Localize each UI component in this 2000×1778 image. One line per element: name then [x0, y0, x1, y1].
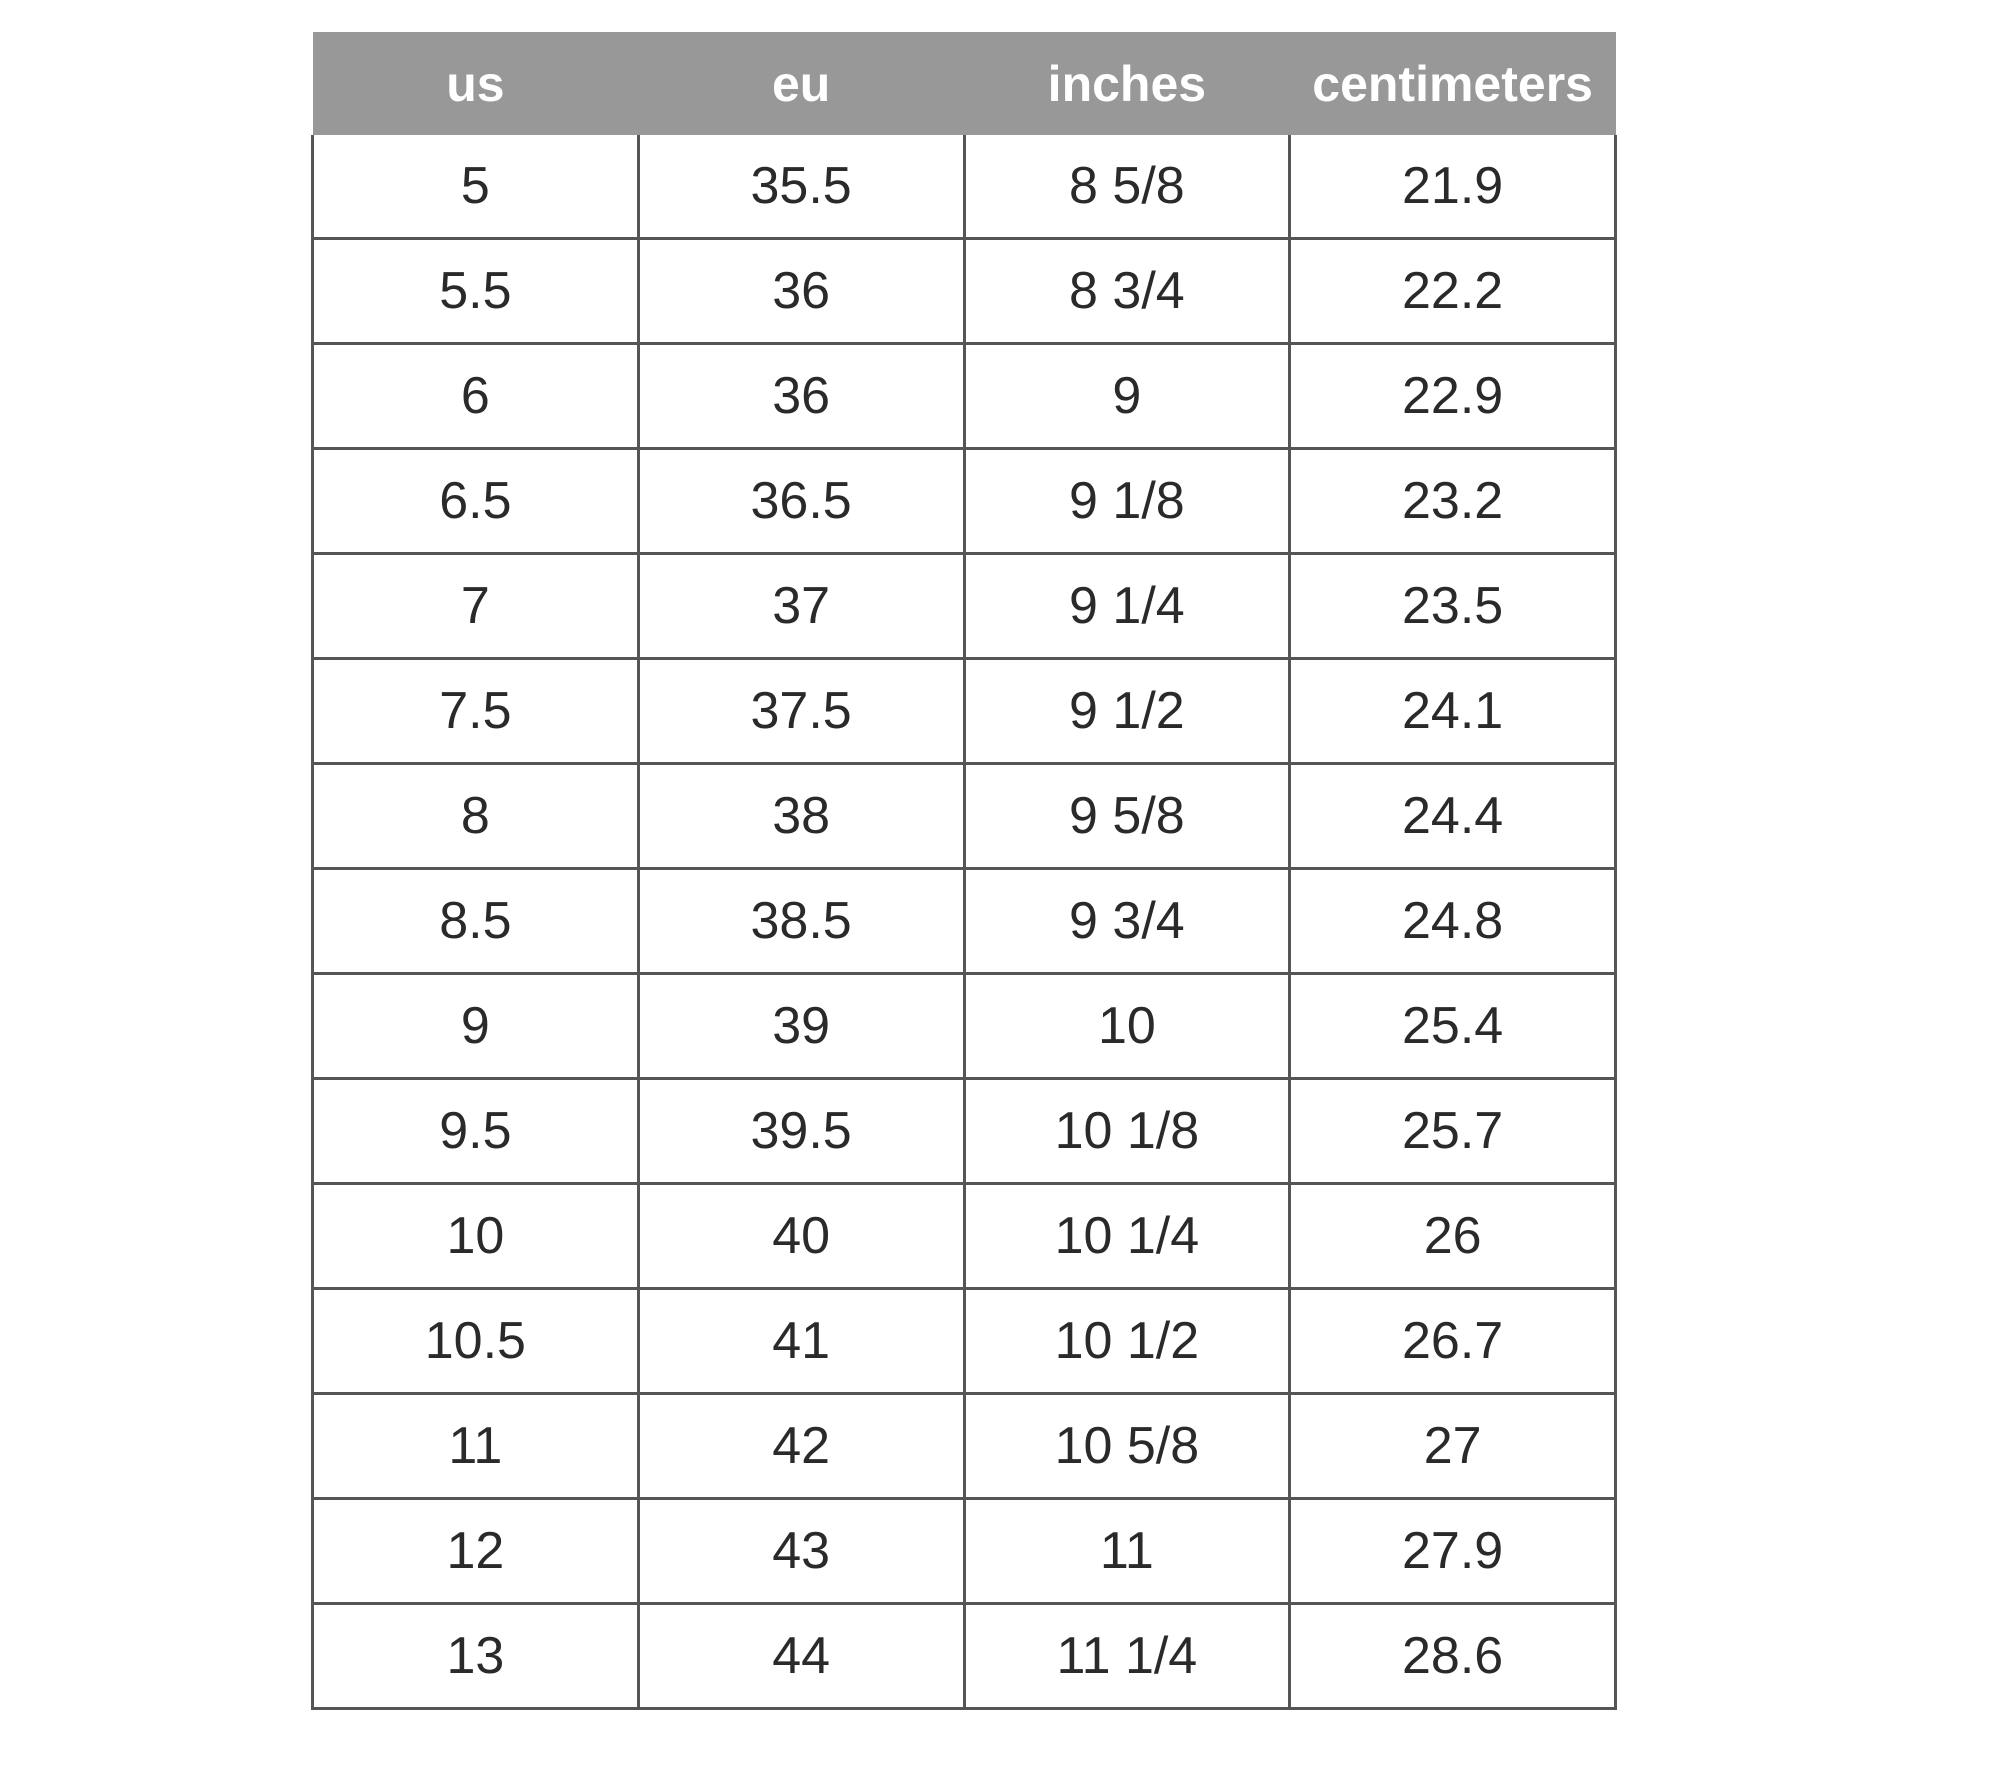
- cell-us: 13: [311, 1602, 640, 1710]
- cell-us: 12: [311, 1497, 640, 1605]
- cell-centimeters: 23.2: [1288, 447, 1617, 555]
- cell-inches: 9 1/2: [962, 657, 1292, 765]
- header-inches: inches: [964, 32, 1290, 135]
- header-us: us: [312, 32, 639, 135]
- cell-centimeters: 26: [1288, 1182, 1617, 1290]
- cell-eu: 38: [636, 762, 966, 870]
- cell-centimeters: 22.2: [1288, 237, 1617, 345]
- cell-centimeters: 25.7: [1288, 1077, 1617, 1185]
- cell-inches: 10 1/2: [962, 1287, 1292, 1395]
- cell-eu: 41: [636, 1287, 966, 1395]
- cell-us: 9: [311, 972, 640, 1080]
- table-row: 9 39 10 25.4: [311, 972, 1617, 1080]
- cell-centimeters: 28.6: [1288, 1602, 1617, 1710]
- cell-us: 5.5: [311, 237, 640, 345]
- cell-inches: 10 1/8: [962, 1077, 1292, 1185]
- cell-us: 8.5: [311, 867, 640, 975]
- table-row: 5.5 36 8 3/4 22.2: [311, 237, 1617, 345]
- cell-us: 6: [311, 342, 640, 450]
- cell-centimeters: 24.1: [1288, 657, 1617, 765]
- cell-eu: 39: [636, 972, 966, 1080]
- table-row: 10 40 10 1/4 26: [311, 1182, 1617, 1290]
- size-chart-table: us eu inches centimeters 5 35.5 8 5/8 21.9 5…: [311, 32, 1617, 1710]
- cell-inches: 10 5/8: [962, 1392, 1292, 1500]
- cell-us: 7: [311, 552, 640, 660]
- cell-inches: 8 3/4: [962, 237, 1292, 345]
- cell-centimeters: 27: [1288, 1392, 1617, 1500]
- cell-centimeters: 23.5: [1288, 552, 1617, 660]
- header-centimeters: centimeters: [1289, 32, 1616, 135]
- cell-centimeters: 25.4: [1288, 972, 1617, 1080]
- table-row: 8 38 9 5/8 24.4: [311, 762, 1617, 870]
- cell-us: 6.5: [311, 447, 640, 555]
- cell-inches: 11: [962, 1497, 1292, 1605]
- table-row: 10.5 41 10 1/2 26.7: [311, 1287, 1617, 1395]
- cell-inches: 10 1/4: [962, 1182, 1292, 1290]
- cell-us: 9.5: [311, 1077, 640, 1185]
- table-row: 5 35.5 8 5/8 21.9: [311, 135, 1617, 240]
- cell-eu: 37.5: [636, 657, 966, 765]
- cell-us: 11: [311, 1392, 640, 1500]
- table-row: 12 43 11 27.9: [311, 1497, 1617, 1605]
- cell-inches: 8 5/8: [962, 135, 1292, 240]
- table-row: 6.5 36.5 9 1/8 23.2: [311, 447, 1617, 555]
- cell-inches: 10: [962, 972, 1292, 1080]
- cell-inches: 9: [962, 342, 1292, 450]
- table-row: 7 37 9 1/4 23.5: [311, 552, 1617, 660]
- cell-eu: 43: [636, 1497, 966, 1605]
- cell-us: 5: [311, 135, 640, 240]
- header-row: us eu inches centimeters: [312, 32, 1616, 135]
- cell-eu: 35.5: [636, 135, 966, 240]
- cell-us: 7.5: [311, 657, 640, 765]
- table-row: 13 44 11 1/4 28.6: [311, 1602, 1617, 1710]
- cell-inches: 9 1/4: [962, 552, 1292, 660]
- cell-centimeters: 24.8: [1288, 867, 1617, 975]
- cell-eu: 37: [636, 552, 966, 660]
- cell-inches: 9 1/8: [962, 447, 1292, 555]
- cell-centimeters: 26.7: [1288, 1287, 1617, 1395]
- table-row: 6 36 9 22.9: [311, 342, 1617, 450]
- cell-eu: 36: [636, 237, 966, 345]
- cell-inches: 9 5/8: [962, 762, 1292, 870]
- cell-eu: 36: [636, 342, 966, 450]
- cell-eu: 42: [636, 1392, 966, 1500]
- cell-centimeters: 24.4: [1288, 762, 1617, 870]
- cell-eu: 39.5: [636, 1077, 966, 1185]
- header-eu: eu: [638, 32, 964, 135]
- cell-inches: 9 3/4: [962, 867, 1292, 975]
- table-row: 11 42 10 5/8 27: [311, 1392, 1617, 1500]
- table-row: 9.5 39.5 10 1/8 25.7: [311, 1077, 1617, 1185]
- cell-centimeters: 22.9: [1288, 342, 1617, 450]
- cell-us: 8: [311, 762, 640, 870]
- table-row: 8.5 38.5 9 3/4 24.8: [311, 867, 1617, 975]
- table-row: 7.5 37.5 9 1/2 24.1: [311, 657, 1617, 765]
- cell-eu: 36.5: [636, 447, 966, 555]
- cell-inches: 11 1/4: [962, 1602, 1292, 1710]
- cell-centimeters: 21.9: [1288, 135, 1617, 240]
- cell-centimeters: 27.9: [1288, 1497, 1617, 1605]
- cell-us: 10.5: [311, 1287, 640, 1395]
- cell-eu: 40: [636, 1182, 966, 1290]
- cell-us: 10: [311, 1182, 640, 1290]
- cell-eu: 44: [636, 1602, 966, 1710]
- cell-eu: 38.5: [636, 867, 966, 975]
